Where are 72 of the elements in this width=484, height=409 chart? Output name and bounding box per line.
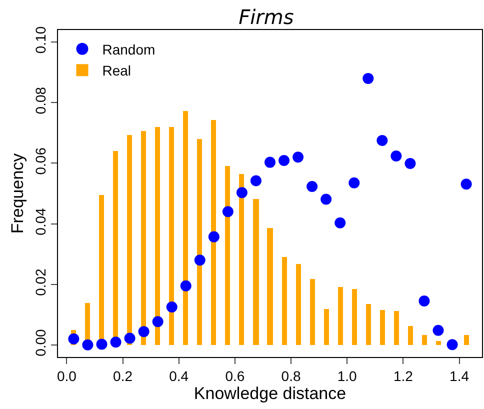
x-tick-label: 1.4 [450,368,470,384]
bar [239,174,244,345]
bar [282,257,287,345]
bar [169,127,174,345]
point [292,152,304,163]
y-tick-label: 0.04 [32,208,48,236]
bar [394,311,399,345]
y-tick-label: 0.08 [32,86,48,114]
bar [408,326,413,345]
bar [141,131,146,345]
x-tick-label: 0.6 [225,368,245,384]
bar [127,135,132,345]
y-tick-label: 0.10 [32,26,48,54]
point [460,178,472,190]
point [390,150,402,162]
point [432,324,444,336]
bar [366,304,371,345]
bar [155,127,160,345]
bar [253,199,259,345]
point [278,155,290,166]
bar [436,341,441,345]
point [250,175,262,186]
bar [267,228,273,345]
point [166,302,178,313]
point [138,326,150,338]
point [68,333,80,344]
bar [464,335,469,345]
point [362,72,374,84]
bar [422,335,427,345]
bar [225,166,230,345]
point [96,338,108,350]
point [222,206,234,218]
point [404,158,416,170]
point [306,181,318,192]
bar [211,120,216,345]
bar [296,264,301,345]
bar [197,139,202,345]
y-tick-label: 0.02 [32,268,48,296]
bar [183,111,188,345]
point [334,217,346,228]
point [110,336,122,348]
legend-label: Random [102,41,156,58]
bar [338,287,343,345]
x-tick-label: 0.8 [281,368,301,384]
point [264,156,276,168]
x-tick-label: 0.2 [113,368,133,384]
x-axis-title: Knowledge distance [194,384,346,404]
y-axis-title: Frequency [8,152,27,234]
bar [380,310,385,345]
point [446,339,458,350]
x-tick-label: 1.0 [337,368,358,384]
point [194,254,206,266]
bar [352,289,357,345]
point [348,177,360,188]
x-tick-label: 0.0 [56,368,77,384]
legend-label: Real [102,62,132,79]
bar [324,309,329,345]
point [418,295,430,306]
point [208,231,220,242]
point [152,316,164,328]
chart-title: Firms [238,5,294,30]
y-tick-label: 0.06 [32,147,48,175]
x-tick-label: 0.4 [169,368,189,384]
point [320,194,332,205]
point [376,135,388,146]
point [236,187,248,198]
bar [310,279,315,345]
point [180,280,192,292]
point [124,332,136,344]
y-tick-label: 0.00 [32,328,48,356]
x-tick-label: 1.2 [393,368,414,384]
point [82,339,94,350]
